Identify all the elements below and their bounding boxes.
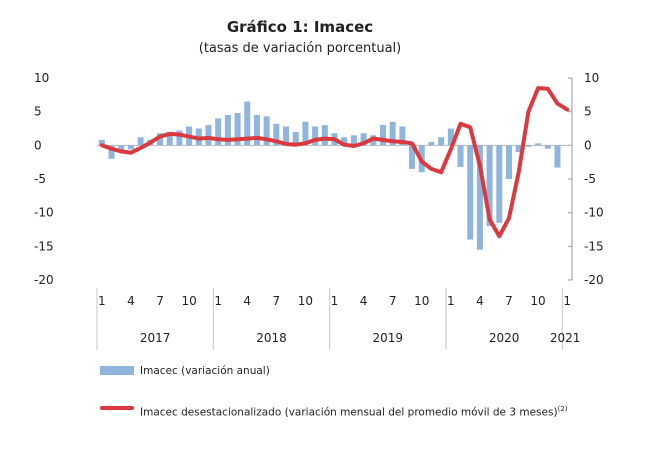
bar bbox=[157, 133, 164, 146]
bar bbox=[166, 131, 173, 146]
bar bbox=[467, 145, 474, 240]
x-month-label: 10 bbox=[414, 294, 429, 308]
chart-title: Gráfico 1: Imacec bbox=[227, 18, 373, 36]
bar bbox=[496, 145, 503, 223]
x-year-label: 2018 bbox=[256, 331, 287, 345]
y-tick-left: -20 bbox=[34, 273, 54, 287]
y-tick-left: 10 bbox=[34, 71, 49, 85]
bar bbox=[457, 145, 464, 167]
bar bbox=[215, 118, 222, 146]
bar-series bbox=[98, 101, 561, 250]
bar bbox=[535, 143, 542, 146]
bar bbox=[273, 123, 280, 146]
bar bbox=[379, 125, 386, 146]
bar bbox=[302, 121, 309, 146]
x-month-label: 4 bbox=[360, 294, 368, 308]
bar bbox=[515, 145, 522, 153]
legend-label-bars: Imacec (variación anual) bbox=[140, 365, 270, 377]
legend-label-line: Imacec desestacionalizado (variación men… bbox=[140, 406, 558, 419]
bar bbox=[224, 115, 231, 146]
x-month-label: 10 bbox=[298, 294, 313, 308]
y-tick-right: 5 bbox=[584, 105, 592, 119]
legend-label-line-wrap: Imacec desestacionalizado (variación men… bbox=[140, 402, 640, 420]
bar bbox=[108, 145, 115, 159]
y-tick-left: -10 bbox=[34, 206, 54, 220]
chart-axes: 10 10 5 5 0 0 -5 -5 -10 -10 -15 -15 -20 -20 1 4 7 10 1 4 7 10… bbox=[34, 71, 604, 350]
x-month-label: 10 bbox=[530, 294, 545, 308]
line-series bbox=[99, 86, 570, 239]
legend-swatch-line bbox=[100, 406, 134, 410]
bar bbox=[360, 133, 367, 146]
x-month-label: 7 bbox=[389, 294, 397, 308]
bar bbox=[312, 126, 319, 146]
x-month-label: 4 bbox=[243, 294, 251, 308]
bar bbox=[438, 137, 445, 146]
bar bbox=[341, 137, 348, 146]
bar bbox=[253, 115, 260, 146]
bar bbox=[127, 145, 134, 150]
x-month-label: 7 bbox=[273, 294, 281, 308]
y-tick-right: -20 bbox=[584, 273, 604, 287]
bar bbox=[428, 141, 435, 146]
x-year-label: 2019 bbox=[373, 331, 404, 345]
x-month-label: 1 bbox=[563, 294, 571, 308]
bar bbox=[389, 121, 396, 146]
x-month-label: 1 bbox=[98, 294, 106, 308]
bar bbox=[447, 128, 454, 146]
bar bbox=[505, 145, 512, 179]
y-tick-left: 0 bbox=[34, 138, 42, 152]
x-month-label: 1 bbox=[214, 294, 222, 308]
bar bbox=[409, 145, 416, 169]
y-tick-left: 5 bbox=[34, 105, 42, 119]
bar bbox=[205, 125, 212, 146]
x-year-label: 2020 bbox=[489, 331, 520, 345]
bar bbox=[234, 113, 241, 146]
bar bbox=[263, 116, 270, 146]
line-path bbox=[99, 86, 570, 239]
bar bbox=[98, 139, 105, 146]
bar bbox=[321, 125, 328, 146]
x-month-label: 7 bbox=[505, 294, 513, 308]
bar bbox=[137, 137, 144, 146]
bar bbox=[350, 135, 357, 146]
x-month-label: 7 bbox=[156, 294, 164, 308]
chart-subtitle: (tasas de variación porcentual) bbox=[199, 41, 401, 56]
bar bbox=[486, 145, 493, 227]
y-tick-left: -5 bbox=[34, 172, 46, 186]
legend-label-line-note: (2) bbox=[557, 405, 568, 413]
bar bbox=[176, 130, 183, 146]
bar bbox=[292, 131, 299, 146]
x-year-label: 2017 bbox=[140, 331, 171, 345]
x-month-label: 4 bbox=[127, 294, 135, 308]
legend-swatch-bar bbox=[100, 366, 134, 375]
y-tick-right: 10 bbox=[584, 71, 599, 85]
bar bbox=[544, 145, 551, 149]
y-tick-right: -15 bbox=[584, 239, 604, 253]
bar bbox=[244, 101, 251, 146]
x-month-label: 1 bbox=[331, 294, 339, 308]
bar bbox=[476, 145, 483, 250]
y-tick-left: -15 bbox=[34, 239, 54, 253]
y-tick-right: -10 bbox=[584, 206, 604, 220]
bar bbox=[554, 145, 561, 168]
x-month-label: 1 bbox=[447, 294, 455, 308]
bar bbox=[118, 145, 125, 151]
x-month-label: 10 bbox=[181, 294, 196, 308]
y-tick-right: 0 bbox=[584, 138, 592, 152]
x-year-label: 2021 bbox=[550, 331, 581, 345]
bar bbox=[399, 126, 406, 146]
y-tick-right: -5 bbox=[584, 172, 596, 186]
x-month-label: 4 bbox=[476, 294, 484, 308]
bar bbox=[283, 126, 290, 146]
bar bbox=[525, 145, 532, 147]
